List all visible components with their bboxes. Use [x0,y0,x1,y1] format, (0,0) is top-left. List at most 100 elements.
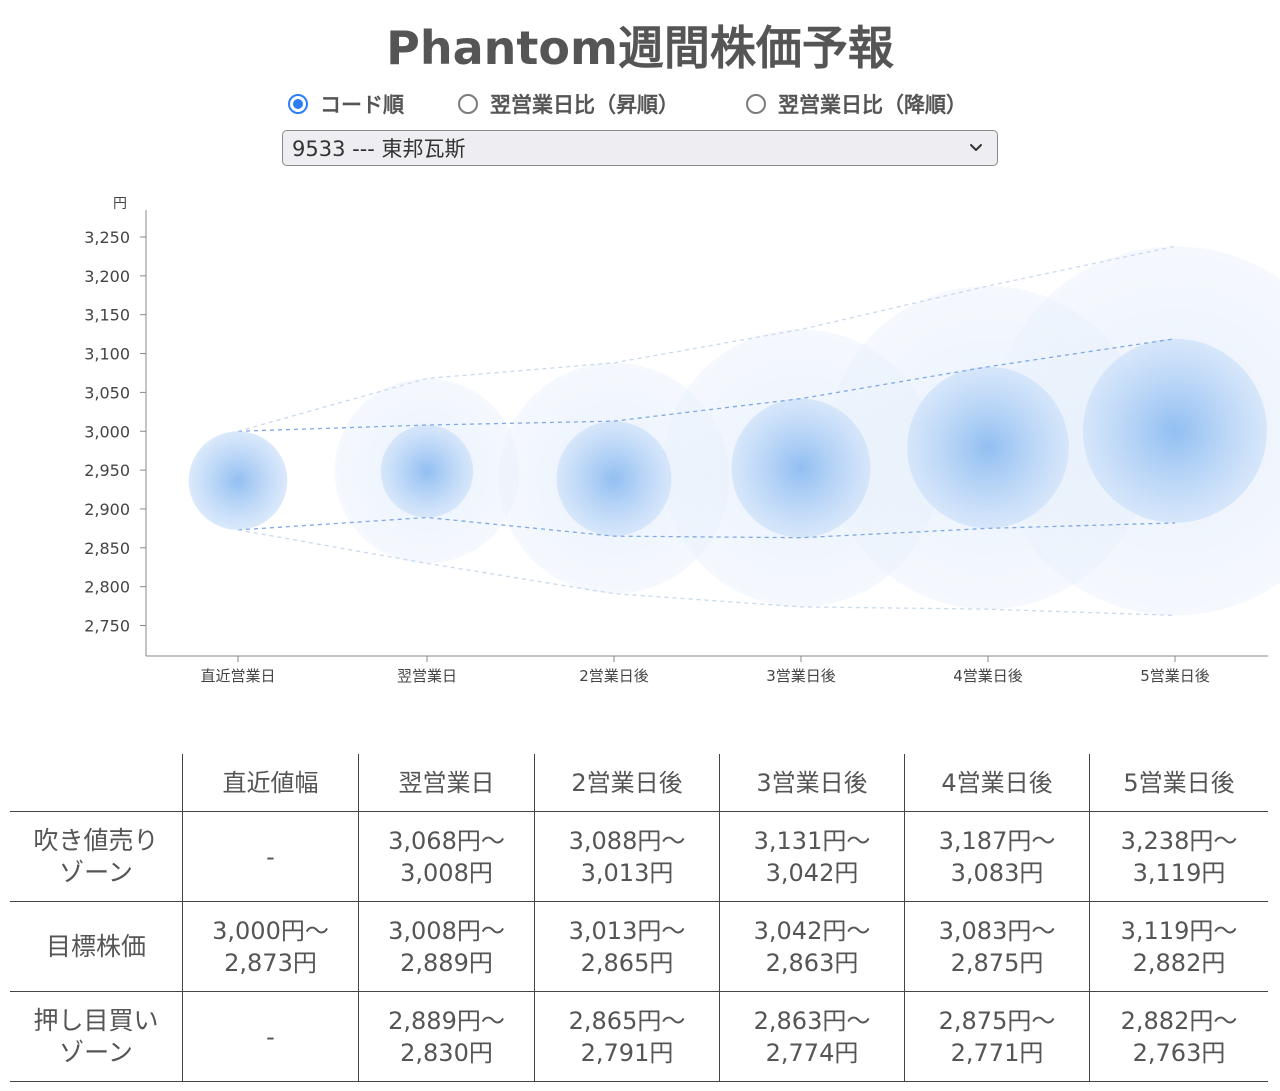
table-header-cell: 3営業日後 [719,754,905,812]
sort-radio-code-order[interactable]: コード順 [288,88,404,120]
y-tick-label: 2,800 [84,578,130,597]
y-tick-label: 3,250 [84,228,130,247]
table-cell-line: 3,008円〜 [388,916,505,945]
radio-unchecked-icon [458,94,478,114]
sort-options: コード順 翌営業日比（昇順） 翌営業日比（降順） [0,88,1280,120]
table-cell: - [182,811,359,902]
table-cell: 3,131円〜 3,042円 [719,811,905,902]
table-cell: 3,000円〜 2,873円 [182,901,359,992]
table-cell-line: - [266,1022,275,1051]
sell-zone-high-line [237,245,1176,432]
y-tick-label: 3,000 [84,422,130,441]
row-label-cell: 吹き値売り ゾーン [10,811,183,902]
radio-unchecked-icon [746,94,766,114]
sort-radio-next-day-ascending[interactable]: 翌営業日比（昇順） [458,88,679,120]
table-cell-line: 3,088円〜 [568,826,686,855]
table-cell: 2,865円〜 2,791円 [534,991,720,1082]
table-cell-line: 2,865円〜 [568,1006,686,1035]
x-tick-label: 直近営業日 [200,667,275,685]
target-range-circle [188,431,288,530]
y-axis-unit-label: 円 [113,196,127,212]
table-cell-line: 2,791円 [580,1038,674,1067]
buy-zone-low-line [237,529,1176,617]
row-label-line: ゾーン [59,1037,133,1067]
row-label-line: 吹き値売り [33,825,159,855]
table-cell-line: 2,863円〜 [753,1006,871,1035]
table-cell-line: 2,875円 [950,948,1044,977]
table-cell-line: 3,042円 [765,858,859,887]
table-cell-line: 2,863円 [765,948,859,977]
table-header-cell: 2営業日後 [534,754,720,812]
table-cell: 2,882円〜 2,763円 [1089,991,1268,1082]
table-header-cell [10,754,183,812]
table-cell-line: 3,083円〜 [938,916,1056,945]
table-cell-line: 2,771円 [950,1038,1044,1067]
table-cell: 2,889円〜 2,830円 [358,991,535,1082]
table-cell: 3,119円〜 2,882円 [1089,901,1268,992]
row-label-line: ゾーン [59,857,133,887]
table-row: 押し目買い ゾーン - 2,889円〜 2,830円 2,865円〜 2,791円 2,863… [10,991,1268,1082]
table-cell: 3,042円〜 2,863円 [719,901,905,992]
x-tick-label: 4営業日後 [953,667,1023,685]
x-tick-label: 5営業日後 [1140,667,1210,685]
sort-radio-next-day-descending[interactable]: 翌営業日比（降順） [746,88,967,120]
forecast-table: 直近値幅 翌営業日 2営業日後 3営業日後 4営業日後 5営業日後 吹き値売りゾ… [10,754,1268,1082]
table-cell: - [182,991,359,1082]
table-cell-line: 2,875円〜 [938,1006,1056,1035]
table-cell-line: 2,873円 [224,948,317,977]
table-header-row: 直近値幅 翌営業日 2営業日後 3営業日後 4営業日後 5営業日後 [10,754,1268,812]
table-cell-line: 3,000円〜 [212,916,329,945]
target-range-circle [907,366,1069,529]
y-tick-label: 2,850 [84,539,130,558]
forecast-chart: 円 3,250 3,200 3,150 3,100 3,050 3,000 2,950 2,9… [84,196,1280,685]
page-title: Phantom週間株価予報 [386,21,894,75]
table-cell-line: 3,119円〜 [1120,916,1238,945]
table-row: 目標株価 3,000円〜 2,873円 3,008円〜 2,889円 3,013円〜 2,8… [10,901,1268,992]
table-cell-line: 2,889円 [400,948,493,977]
sort-radio-label: コード順 [320,93,404,117]
y-tick-label: 3,050 [84,383,130,402]
y-tick-label: 2,900 [84,500,130,519]
chevron-down-icon [970,144,982,151]
table-row: 吹き値売り ゾーン - 3,068円〜 3,008円 3,088円〜 3,013円 3,131… [10,811,1268,902]
stock-select-value: 9533 --- 東邦瓦斯 [292,137,466,161]
sort-radio-label: 翌営業日比（昇順） [490,93,679,117]
table-cell: 3,068円〜 3,008円 [358,811,535,902]
table-cell-line: 2,763円 [1132,1038,1226,1067]
table-cell: 2,863円〜 2,774円 [719,991,905,1082]
x-tick-label: 3営業日後 [766,667,836,685]
row-label-line: 目標株価 [45,931,146,961]
table-cell: 3,008円〜 2,889円 [358,901,535,992]
row-label-cell: 押し目買い ゾーン [10,991,183,1082]
y-tick-label: 2,950 [84,461,130,480]
table-cell-line: 3,068円〜 [388,826,505,855]
table-cell-line: 2,830円 [400,1038,493,1067]
y-tick-label: 3,200 [84,267,130,286]
table-header-cell: 翌営業日 [358,754,535,812]
y-tick-label: 3,100 [84,345,130,364]
table-cell-line: 3,238円〜 [1120,826,1238,855]
target-range-circle [380,425,474,518]
table-cell-line: 3,187円〜 [938,826,1056,855]
target-high-line [237,338,1176,432]
table-cell-line: 3,131円〜 [753,826,871,855]
table-cell: 3,187円〜 3,083円 [904,811,1090,902]
table-cell: 3,083円〜 2,875円 [904,901,1090,992]
stock-select[interactable]: 9533 --- 東邦瓦斯 [282,130,998,166]
table-cell-line: 3,083円 [950,858,1044,887]
target-range-circle [1082,338,1268,523]
table-cell: 3,088円〜 3,013円 [534,811,720,902]
table-cell-line: 2,889円〜 [388,1006,505,1035]
table-header-cell: 直近値幅 [182,754,359,812]
y-tick-label: 2,750 [84,617,130,636]
table-cell-line: 2,774円 [765,1038,859,1067]
table-cell: 3,238円〜 3,119円 [1089,811,1268,902]
table-cell-line: 3,008円 [400,858,493,887]
table-cell: 3,013円〜 2,865円 [534,901,720,992]
table-cell-line: 2,882円〜 [1120,1006,1238,1035]
table-cell-line: 3,119円 [1132,858,1226,887]
sort-radio-label: 翌営業日比（降順） [778,93,967,117]
radio-checked-icon [288,94,308,114]
row-label-line: 押し目買い [33,1005,159,1035]
table-cell: 2,875円〜 2,771円 [904,991,1090,1082]
